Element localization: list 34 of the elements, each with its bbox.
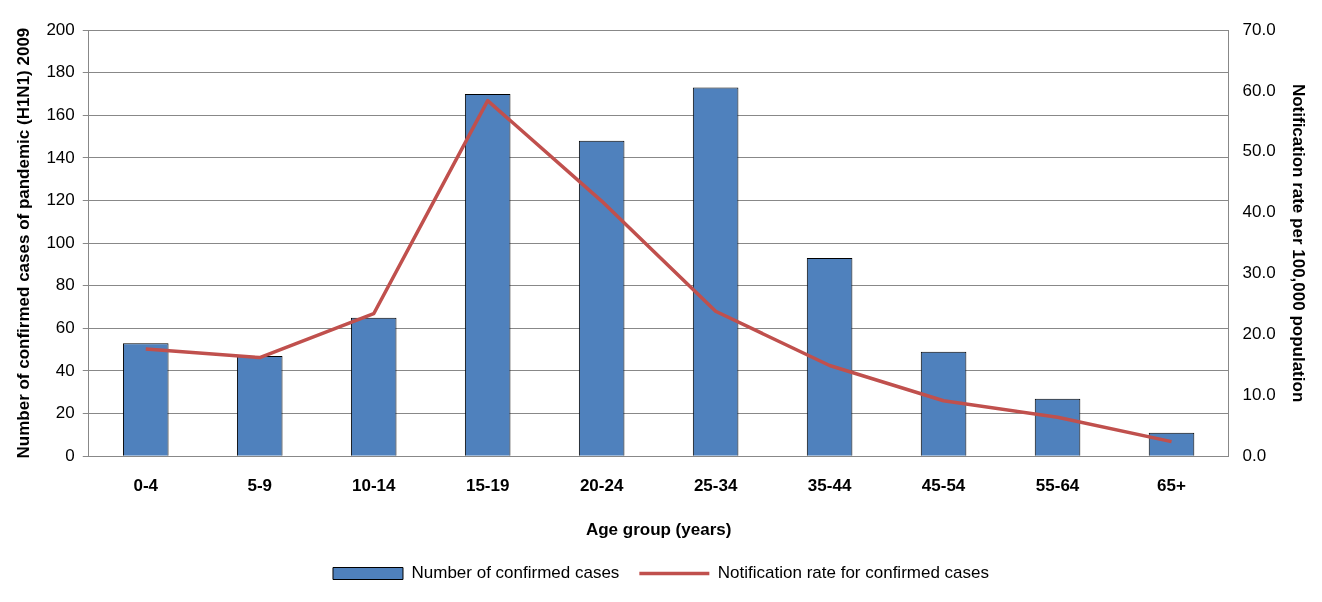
y2-tick-label: 30.0 bbox=[1242, 263, 1276, 283]
x-tick-label: 25-34 bbox=[693, 476, 738, 496]
y-tick-label: 200 bbox=[46, 19, 75, 39]
y-tick-label: 20 bbox=[55, 403, 75, 423]
y2-axis-title: Notification rate per 100,000 population bbox=[1289, 83, 1309, 403]
y-tick-label: 180 bbox=[46, 62, 75, 82]
y-tick-label: 120 bbox=[46, 190, 75, 210]
x-tick-label: 5-9 bbox=[247, 476, 273, 496]
y2-tick-label: 0.0 bbox=[1242, 445, 1267, 465]
y2-tick-label: 20.0 bbox=[1242, 324, 1276, 344]
x-tick-label: 35-44 bbox=[807, 476, 852, 496]
x-tick-label: 0-4 bbox=[133, 476, 159, 496]
x-tick-label: 15-19 bbox=[465, 476, 510, 496]
x-tick-label: 20-24 bbox=[579, 476, 624, 496]
x-axis-title: Age group (years) bbox=[585, 520, 732, 540]
y-tick-label: 40 bbox=[55, 360, 75, 380]
legend-label: Notification rate for confirmed cases bbox=[717, 563, 990, 583]
y-tick-label: 100 bbox=[46, 232, 75, 252]
y2-tick-label: 70.0 bbox=[1242, 19, 1276, 39]
y-tick-label: 80 bbox=[55, 275, 75, 295]
x-tick-label: 45-54 bbox=[921, 476, 966, 496]
y-axis-title: Number of confirmed cases of pandemic (H1N1) 2009 bbox=[13, 27, 33, 459]
x-tick-label: 55-64 bbox=[1035, 476, 1080, 496]
x-tick-label: 65+ bbox=[1157, 476, 1187, 496]
y2-tick-label: 60.0 bbox=[1242, 80, 1276, 100]
legend-label: Number of confirmed cases bbox=[411, 563, 620, 583]
y2-tick-label: 50.0 bbox=[1242, 141, 1276, 161]
y2-tick-label: 10.0 bbox=[1242, 385, 1276, 404]
x-tick-label: 10-14 bbox=[351, 476, 396, 496]
y-tick-label: 160 bbox=[46, 104, 75, 124]
y2-tick-label: 40.0 bbox=[1242, 202, 1276, 222]
y-tick-label: 60 bbox=[55, 318, 75, 338]
y-tick-label: 0 bbox=[65, 445, 75, 465]
y-tick-label: 140 bbox=[46, 147, 75, 167]
